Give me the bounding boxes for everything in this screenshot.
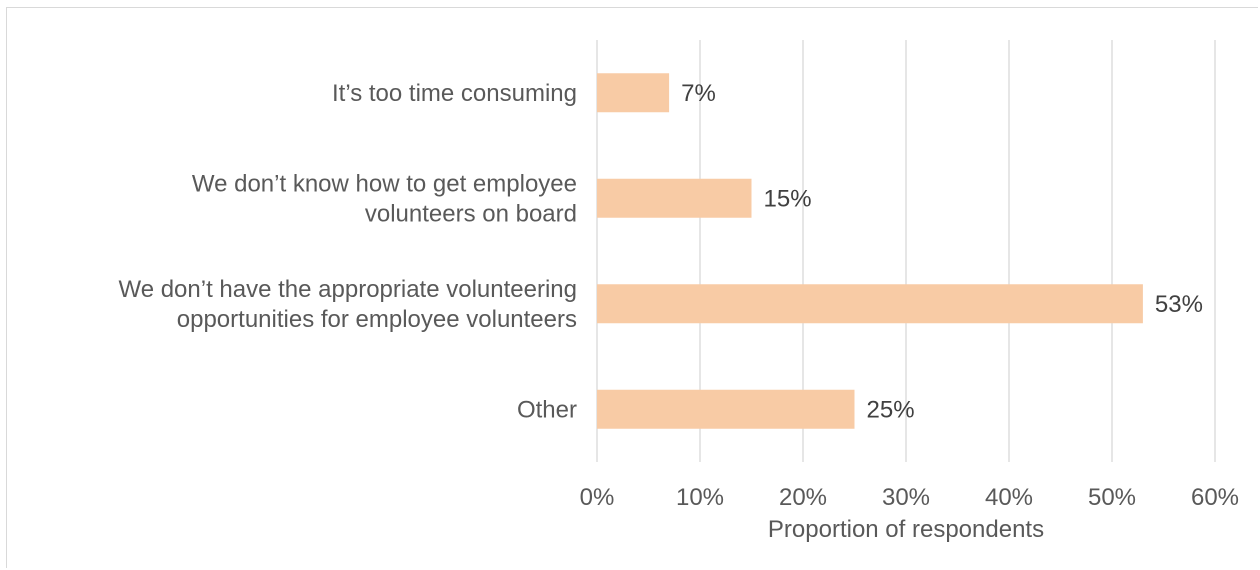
category-label-2: We don’t know how to get employee volunte… xyxy=(192,170,577,227)
x-tick-label-40: 40% xyxy=(985,484,1033,511)
x-tick-label-30: 30% xyxy=(882,484,930,511)
x-tick-label-0: 0% xyxy=(580,484,615,511)
category-label-3: We don’t have the appropriate volunteeri… xyxy=(118,276,577,333)
data-label-1: 7% xyxy=(681,80,716,107)
data-label-3: 53% xyxy=(1155,291,1203,318)
data-label-4: 25% xyxy=(867,396,915,423)
category-label-line: volunteers on board xyxy=(365,200,577,227)
category-label-1: It’s too time consuming xyxy=(332,80,577,107)
bars xyxy=(597,73,1143,429)
x-tick-label-60: 60% xyxy=(1191,484,1239,511)
category-label-4: Other xyxy=(517,396,577,423)
bar-2 xyxy=(597,178,752,218)
x-axis-title: Proportion of respondents xyxy=(768,516,1044,543)
x-tick-label-50: 50% xyxy=(1088,484,1136,511)
data-label-2: 15% xyxy=(764,185,812,212)
bar-1 xyxy=(597,73,670,113)
x-tick-label-10: 10% xyxy=(676,484,724,511)
category-label-line: opportunities for employee volunteers xyxy=(177,306,577,333)
x-tick-label-20: 20% xyxy=(779,484,827,511)
data-labels: 7% 15% 53% 25% xyxy=(681,80,1203,424)
category-label-line: We don’t have the appropriate volunteeri… xyxy=(118,276,577,303)
bar-3 xyxy=(597,284,1143,324)
bar-4 xyxy=(597,389,855,429)
category-label-line: We don’t know how to get employee xyxy=(192,170,577,197)
x-tick-labels: 0% 10% 20% 30% 40% 50% 60% xyxy=(580,484,1239,511)
category-label-line: It’s too time consuming xyxy=(332,80,577,107)
category-label-line: Other xyxy=(517,396,577,423)
category-labels: It’s too time consuming We don’t know how… xyxy=(118,80,577,424)
